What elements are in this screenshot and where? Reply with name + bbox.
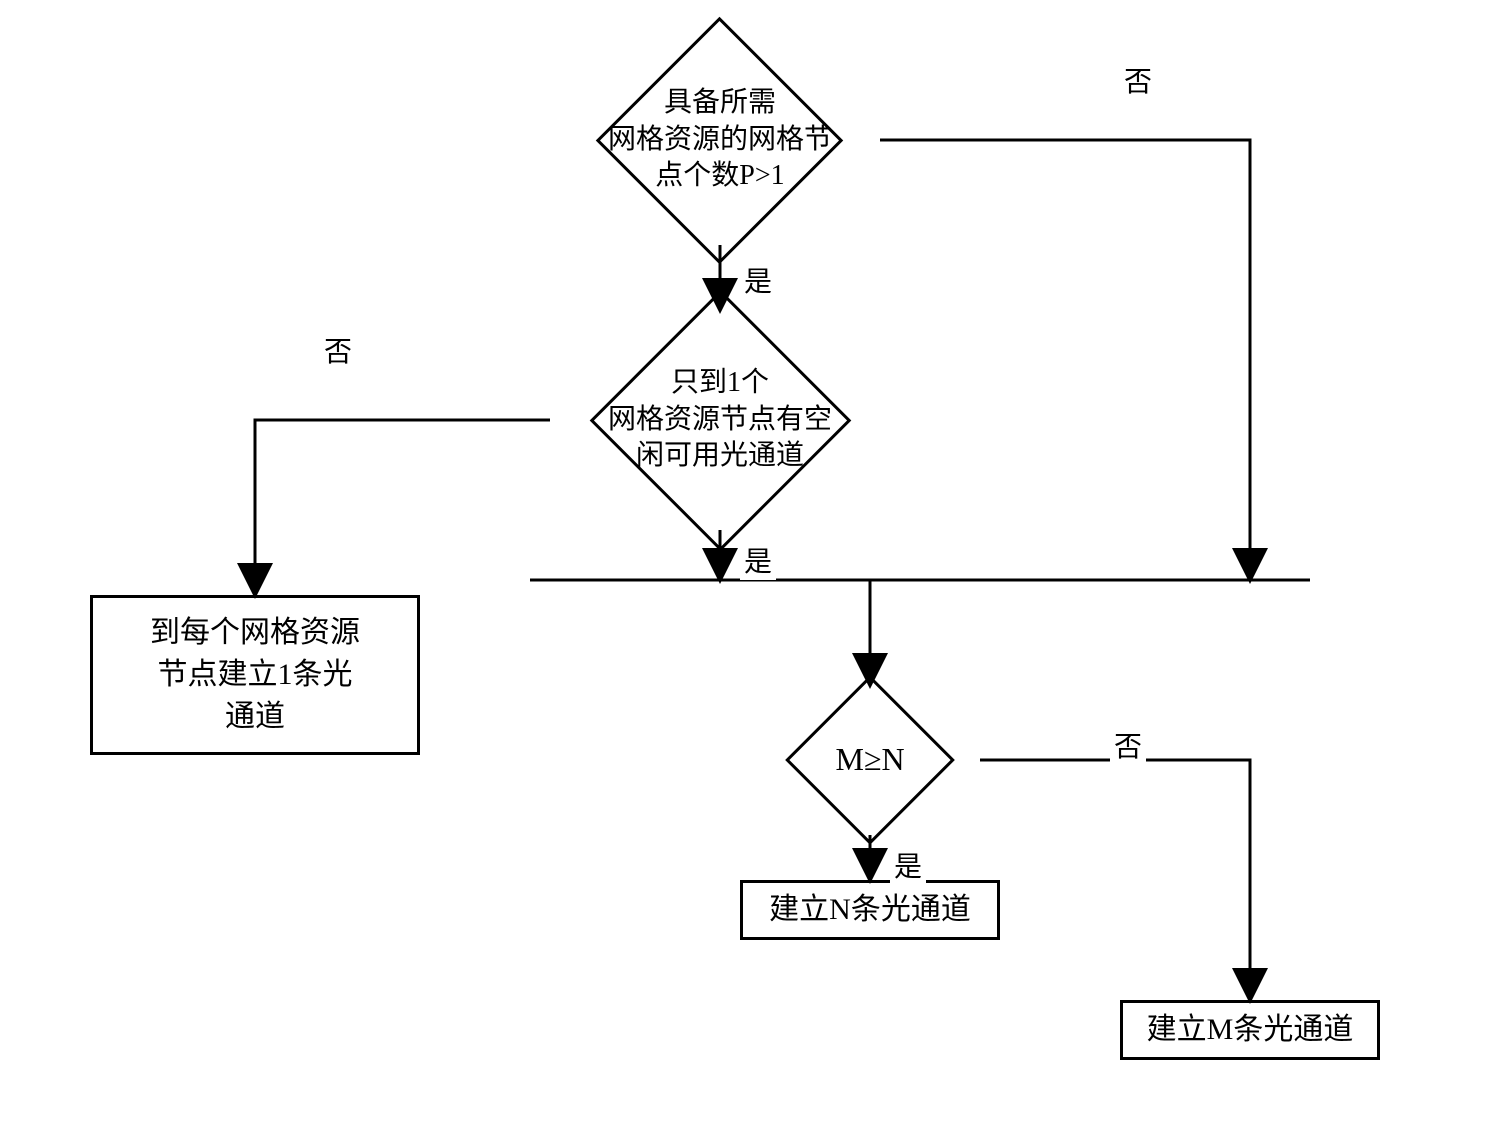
process-node-each-one-channel: 到每个网格资源 节点建立1条光 通道 (90, 595, 420, 755)
r3-line1: 建立M条光通道 (1147, 1009, 1354, 1051)
edge-label-d2-no: 否 (320, 330, 356, 370)
d1-line3: 点个数P>1 (608, 158, 832, 194)
decision-node-one-idle-channel: 只到1个 网格资源节点有空 闲可用光通道 (550, 310, 890, 530)
r1-line2: 节点建立1条光 (150, 654, 360, 696)
process-node-build-m-channels: 建立M条光通道 (1120, 1000, 1380, 1060)
decision-node-m-ge-n: M≥N (760, 685, 980, 835)
d2-line1: 只到1个 (608, 365, 832, 401)
r1-line1: 到每个网格资源 (150, 612, 360, 654)
r2-line1: 建立N条光通道 (769, 889, 971, 931)
d2-line3: 闲可用光通道 (608, 438, 832, 474)
edge-label-d3-no: 否 (1110, 725, 1146, 765)
process-node-build-n-channels: 建立N条光通道 (740, 880, 1000, 940)
decision-node-p-gt-1: 具备所需 网格资源的网格节 点个数P>1 (560, 35, 880, 245)
edge-label-d1-no: 否 (1120, 60, 1156, 100)
d3-line1: M≥N (835, 739, 904, 781)
edge-label-d1-yes: 是 (740, 260, 776, 300)
r1-line3: 通道 (150, 696, 360, 738)
d2-line2: 网格资源节点有空 (608, 402, 832, 438)
flowchart-diagram: 具备所需 网格资源的网格节 点个数P>1 只到1个 网格资源节点有空 闲可用光通… (0, 0, 1512, 1136)
d1-line1: 具备所需 (608, 85, 832, 121)
d1-line2: 网格资源的网格节 (608, 122, 832, 158)
edge-label-d3-yes: 是 (890, 845, 926, 885)
edge-label-d2-yes: 是 (740, 540, 776, 580)
